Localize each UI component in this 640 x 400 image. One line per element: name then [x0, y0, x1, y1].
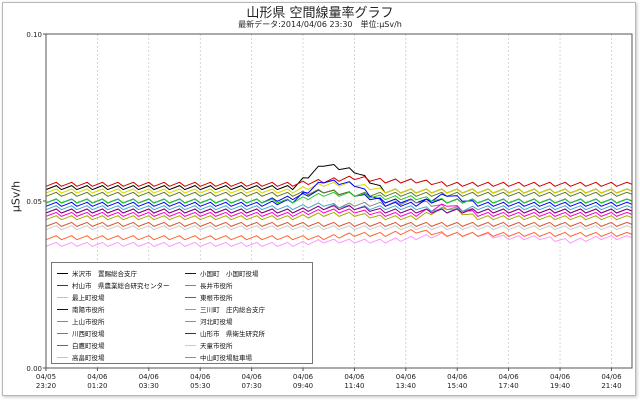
legend-label: 河北町役場: [200, 318, 233, 326]
series-line: [45, 188, 633, 197]
x-tick-date-label: 04/06: [447, 373, 468, 381]
legend-item: 米沢市 置賜総合支庁: [57, 268, 137, 278]
x-tick-time-label: 21:40: [601, 382, 621, 390]
legend-swatch: [57, 308, 68, 310]
legend-item: 中山町役場駐車場: [185, 352, 252, 362]
x-tick-date-label: 04/06: [190, 373, 211, 381]
series-line: [45, 163, 633, 194]
legend-label: 小国町 小国町役場: [200, 270, 259, 278]
chart-legend: 米沢市 置賜総合支庁村山市 県農業総合研究センター 最上町役場南陽市役所上山市役所…: [51, 262, 313, 364]
legend-item: 川西町役場: [57, 328, 105, 338]
legend-swatch: [185, 272, 196, 274]
legend-label: 白鷹町役場: [72, 342, 105, 350]
legend-label: 米沢市 置賜総合支庁: [72, 270, 137, 278]
chart-subtitle: 最新データ:2014/04/06 23:30 単位:μSv/h: [238, 20, 402, 29]
legend-label: 高畠町役場: [72, 354, 105, 362]
legend-swatch: [185, 356, 196, 358]
x-tick-date-label: 04/06: [344, 373, 365, 381]
legend-label: 中山町役場駐車場: [200, 354, 252, 362]
x-tick-time-label: 03:30: [139, 382, 159, 390]
legend-label: 上山市役所: [72, 318, 105, 326]
x-tick-time-label: 19:40: [550, 382, 570, 390]
legend-item: 上山市役所: [57, 316, 105, 326]
chart-frame: [2, 2, 636, 396]
series-line: [45, 181, 633, 194]
legend-item: 天童市役所: [185, 340, 233, 350]
legend-label: 村山市 県農業総合研究センター: [72, 282, 170, 290]
chart-title: 山形県 空間線量率グラフ: [246, 6, 394, 21]
series-line: [45, 205, 633, 214]
legend-swatch: [185, 332, 196, 334]
series-line: [45, 229, 633, 241]
x-tick-date-label: 04/06: [87, 373, 108, 381]
series-line: [45, 202, 633, 214]
legend-item: 三川町 庄内総合支庁: [185, 304, 265, 314]
x-tick-date-label: 04/06: [601, 373, 622, 381]
legend-item: 南陽市役所: [57, 304, 105, 314]
x-tick-date-label: 04/06: [242, 373, 263, 381]
legend-item: 高畠町役場: [57, 352, 105, 362]
x-tick-time-label: 07:30: [242, 382, 262, 390]
legend-swatch: [57, 344, 68, 346]
legend-label: 天童市役所: [200, 342, 233, 350]
legend-item: 山形市 県衛生研究所: [185, 328, 265, 338]
legend-swatch: [57, 284, 68, 286]
legend-item: 小国町 小国町役場: [185, 268, 259, 278]
legend-label: 東根市役所: [200, 294, 233, 302]
legend-label: 南陽市役所: [72, 306, 105, 314]
legend-swatch: [185, 284, 196, 286]
x-tick-date-label: 04/06: [139, 373, 160, 381]
x-tick-date-label: 04/06: [396, 373, 417, 381]
legend-label: 長井市役所: [200, 282, 233, 290]
x-tick-time-label: 05:30: [190, 382, 210, 390]
series-line: [45, 179, 633, 207]
legend-label: 川西町役場: [72, 330, 105, 338]
legend-label: 山形市 県衛生研究所: [200, 330, 265, 338]
y-tick-label: 0.05: [26, 198, 42, 206]
legend-swatch: [57, 296, 68, 298]
x-tick-time-label: 01:20: [87, 382, 107, 390]
legend-swatch: [57, 356, 68, 358]
legend-swatch: [185, 308, 196, 310]
legend-swatch: [57, 272, 68, 274]
x-tick-date-label: 04/06: [499, 373, 520, 381]
legend-swatch: [57, 320, 68, 322]
legend-item: 最上町役場: [57, 292, 105, 302]
legend-label: 三川町 庄内総合支庁: [200, 306, 265, 314]
legend-item: 白鷹町役場: [57, 340, 105, 350]
series-line: [45, 206, 633, 221]
legend-item: 長井市役所: [185, 280, 233, 290]
legend-swatch: [185, 344, 196, 346]
y-tick-label: 0.10: [26, 31, 42, 39]
x-tick-time-label: 17:40: [499, 382, 519, 390]
legend-item: 村山市 県農業総合研究センター: [57, 280, 170, 290]
x-tick-date-label: 04/05: [36, 373, 56, 381]
legend-swatch: [185, 320, 196, 322]
x-tick-date-label: 04/06: [293, 373, 314, 381]
x-tick-date-label: 04/06: [550, 373, 571, 381]
legend-swatch: [185, 296, 196, 298]
series-line: [45, 231, 633, 247]
series-line: [45, 191, 633, 204]
x-tick-time-label: 11:40: [344, 382, 364, 390]
series-line: [45, 175, 633, 187]
x-tick-time-label: 09:40: [293, 382, 313, 390]
legend-item: 東根市役所: [185, 292, 233, 302]
legend-swatch: [57, 332, 68, 334]
x-tick-time-label: 23:20: [36, 382, 56, 390]
series-line: [45, 203, 633, 218]
legend-label: 最上町役場: [72, 294, 105, 302]
legend-item: 河北町役場: [185, 316, 233, 326]
x-tick-time-label: 15:40: [447, 382, 467, 390]
x-tick-time-label: 13:40: [396, 382, 416, 390]
series-line: [45, 225, 633, 231]
series-line: [45, 221, 633, 227]
y-tick-label: 0.00: [26, 365, 42, 373]
